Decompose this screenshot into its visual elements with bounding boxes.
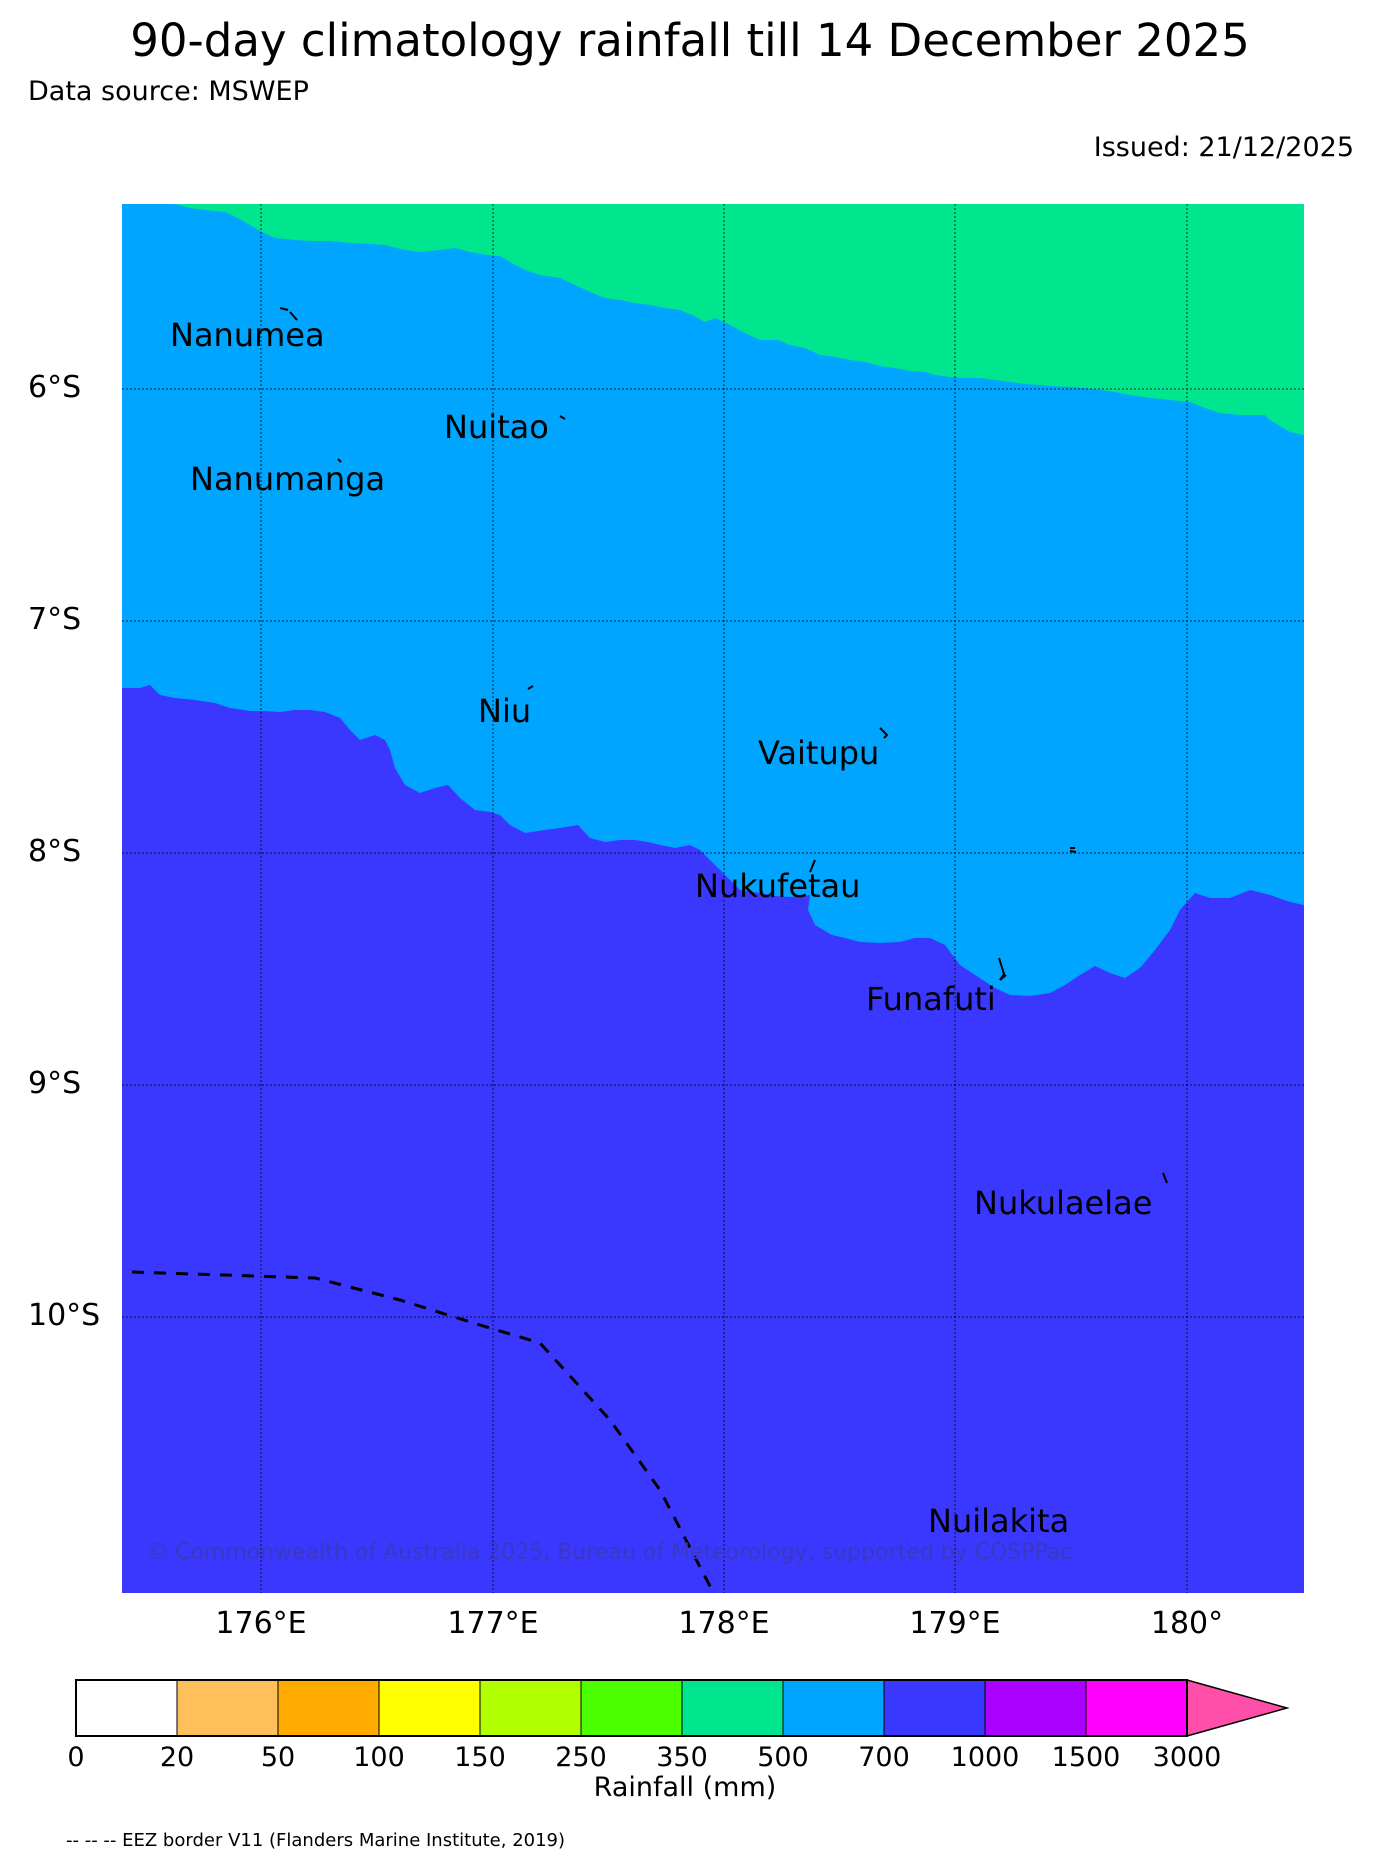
lat-label-9s: 9°S [28,1066,82,1101]
colorbar-segment-0 [75,1679,178,1737]
lat-label-10s: 10°S [28,1298,101,1333]
island-shapes [279,307,1168,1184]
island-shape-niu [527,685,534,690]
lon-label-179e: 179°E [909,1606,1001,1641]
issued-date: Issued: 21/12/2025 [1093,132,1354,163]
island-label-nuitao: Nuitao [444,408,549,446]
lon-label-176e: 176°E [215,1606,307,1641]
lon-label-180: 180° [1150,1606,1224,1641]
colorbar-segment-350 [681,1679,784,1737]
colorbar-tick-100: 100 [353,1742,405,1773]
colorbar-tick-500: 500 [757,1742,809,1773]
colorbar-tick-0: 0 [67,1742,85,1773]
colorbar-segment-150 [479,1679,582,1737]
lat-label-7s: 7°S [28,602,82,637]
colorbar-segment-250 [580,1679,683,1737]
rainfall-zone-350-500 [175,204,1304,435]
lon-label-178e: 178°E [678,1606,770,1641]
colorbar-segment-100 [378,1679,481,1737]
colorbar-segment-20 [176,1679,279,1737]
island-label-vaitupu: Vaitupu [758,734,880,772]
colorbar-segment-1500 [1085,1679,1188,1737]
eez-footnote: -- -- -- EEZ border V11 (Flanders Marine… [66,1830,566,1851]
colorbar-segment-500 [782,1679,885,1737]
island-shape-funafuti [998,957,1007,981]
lon-label-177e: 177°E [447,1606,539,1641]
rainfall-zone-500-700 [122,204,1304,996]
colorbar-segment-1000 [984,1679,1087,1737]
island-shape-nukufetau [809,859,816,873]
lat-label-6s: 6°S [28,370,82,405]
island-shape-nukulaelae [1162,1172,1168,1184]
colorbar-tick-150: 150 [454,1742,506,1773]
island-shape-nanumanga [337,458,342,463]
colorbar-tick-350: 350 [656,1742,708,1773]
colorbar-segment-700 [883,1679,986,1737]
island-shape-nuitao [559,415,566,420]
copyright-notice: © Commonwealth of Australia 2025, Bureau… [146,1540,1073,1565]
lat-label-8s: 8°S [28,834,82,869]
island-label-niu: Niu [478,692,532,730]
colorbar-segment-50 [277,1679,380,1737]
island-shape-nuilakita-2 [1069,850,1077,853]
island-label-nukufetau: Nukufetau [695,867,861,905]
island-label-nukulaelae: Nukulaelae [974,1184,1153,1222]
map-title: 90-day climatology rainfall till 14 Dece… [130,14,1250,67]
colorbar-tick-50: 50 [260,1742,296,1773]
island-label-nanumea: Nanumea [170,316,325,354]
colorbar-tick-250: 250 [555,1742,607,1773]
island-shape-nanumea [279,307,298,321]
colorbar-tick-3000: 3000 [1152,1742,1222,1773]
colorbar-title: Rainfall (mm) [593,1772,777,1803]
colorbar-tick-1500: 1500 [1051,1742,1121,1773]
latitude-gridlines [122,388,1304,1318]
data-source: Data source: MSWEP [28,76,309,107]
colorbar-outline [75,1679,1188,1737]
colorbar-extend-arrow [1186,1679,1290,1737]
island-label-nanumanga: Nanumanga [190,460,386,498]
colorbar-tick-20: 20 [159,1742,195,1773]
colorbar-tick-700: 700 [858,1742,910,1773]
colorbar-tick-1000: 1000 [950,1742,1020,1773]
island-label-funafuti: Funafuti [866,980,996,1018]
island-shape-vaitupu [879,727,889,739]
island-label-nuilakita: Nuilakita [928,1502,1070,1540]
longitude-gridlines [260,204,1188,1593]
colorbar [75,1679,1290,1737]
